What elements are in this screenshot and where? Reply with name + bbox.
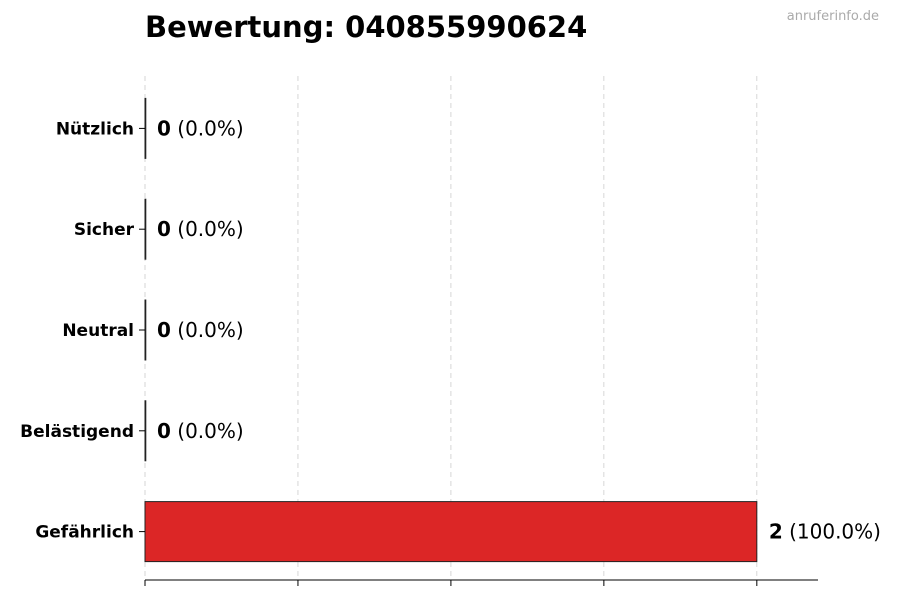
value-count: 0 xyxy=(157,318,171,342)
value-count: 0 xyxy=(157,419,171,443)
bar xyxy=(144,400,147,462)
value-percent: (0.0%) xyxy=(171,419,244,443)
category-label: Neutral xyxy=(62,321,134,341)
data-label: 0 (0.0%) xyxy=(157,217,244,241)
category-label: Sicher xyxy=(74,220,135,240)
bar xyxy=(144,501,758,563)
value-percent: (0.0%) xyxy=(171,217,244,241)
category-label: Belästigend xyxy=(20,422,134,442)
bar xyxy=(144,198,147,260)
data-label: 0 (0.0%) xyxy=(157,419,244,443)
value-count: 0 xyxy=(157,116,171,140)
value-percent: (0.0%) xyxy=(171,116,244,140)
bar xyxy=(144,97,147,159)
value-count: 2 xyxy=(769,520,783,544)
data-label: 0 (0.0%) xyxy=(157,116,244,140)
category-label: Gefährlich xyxy=(35,523,134,543)
chart-title: Bewertung: 040855990624 xyxy=(145,10,588,44)
watermark: anruferinfo.de xyxy=(786,9,879,24)
value-count: 0 xyxy=(157,217,171,241)
value-percent: (100.0%) xyxy=(783,520,881,544)
data-label: 2 (100.0%) xyxy=(769,520,881,544)
category-label: Nützlich xyxy=(56,119,134,139)
bar xyxy=(144,299,147,361)
value-percent: (0.0%) xyxy=(171,318,244,342)
data-label: 0 (0.0%) xyxy=(157,318,244,342)
